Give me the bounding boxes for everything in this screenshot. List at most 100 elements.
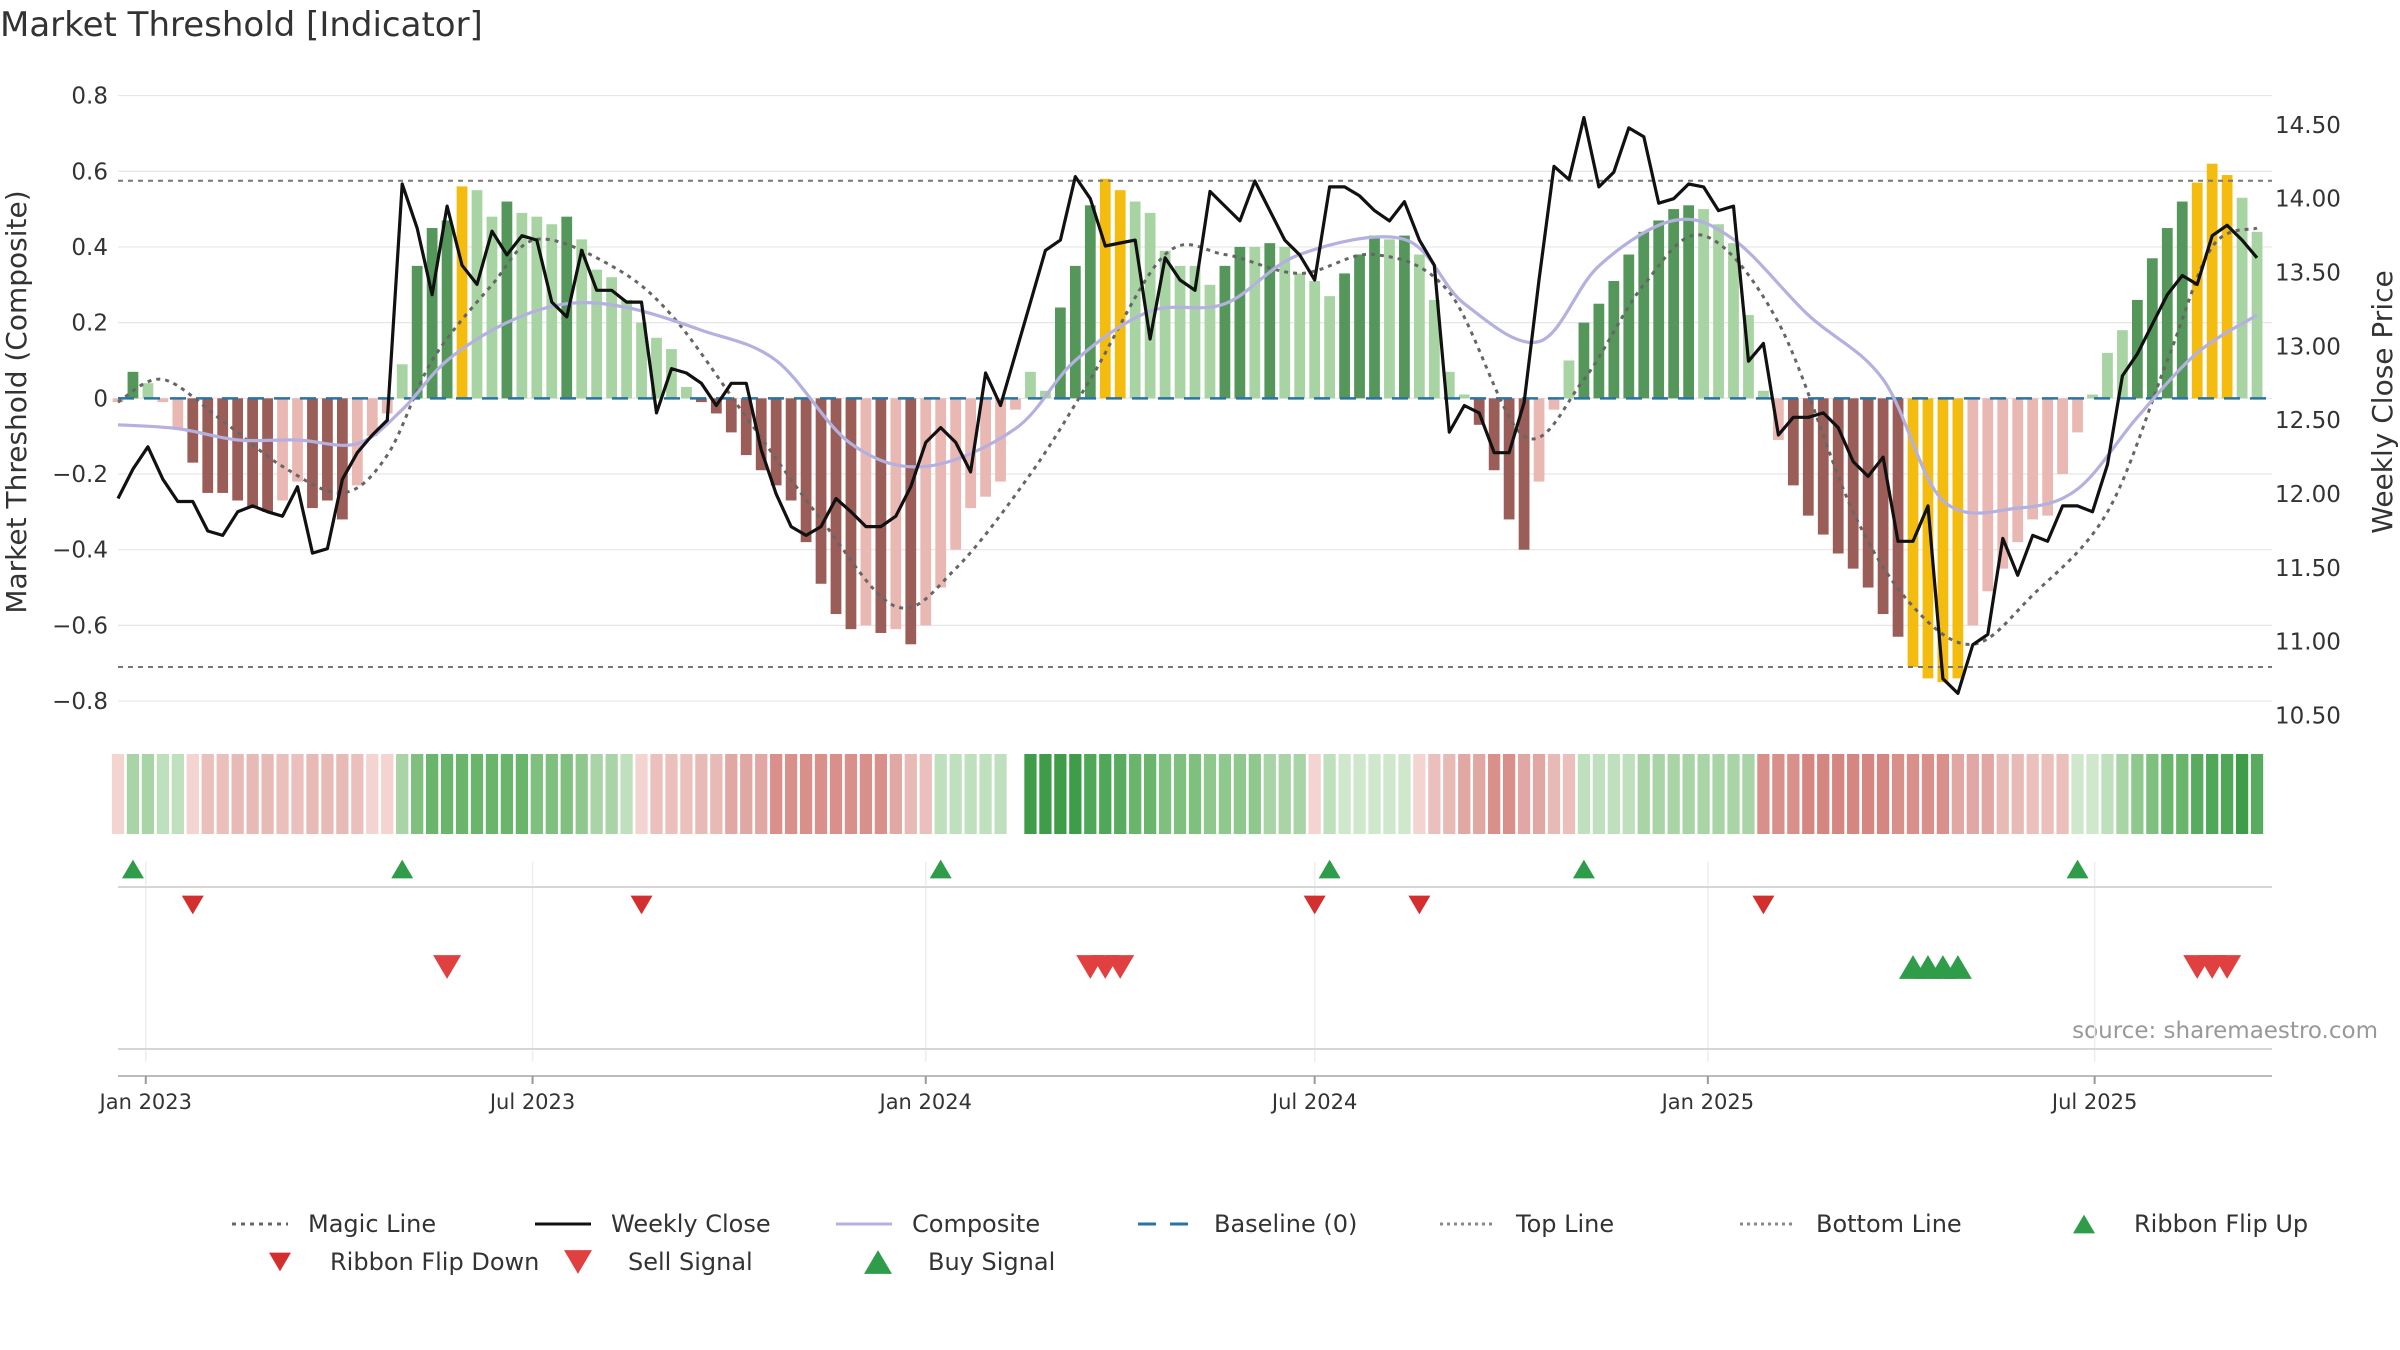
ribbon-cell — [2146, 754, 2159, 834]
ribbon-cell — [1861, 754, 1875, 834]
x-tick-label: Jan 2023 — [98, 1090, 193, 1114]
ribbon-cell — [1488, 754, 1501, 834]
composite-bar — [1548, 398, 1560, 410]
ribbon-cell — [276, 754, 289, 834]
composite-bar — [1219, 265, 1231, 399]
ribbon-cell — [979, 754, 992, 834]
ribbon-cell — [291, 754, 304, 834]
composite-bar — [1638, 231, 1650, 399]
composite-bar — [1608, 281, 1620, 399]
ribbon-cell — [1592, 754, 1606, 834]
composite-bar — [830, 398, 842, 615]
composite-bar — [576, 239, 588, 399]
ribbon-cell — [500, 754, 514, 834]
legend-label: Magic Line — [308, 1210, 436, 1238]
ribbon-cell — [1084, 754, 1097, 834]
composite-bar — [501, 201, 513, 399]
ribbon-cell — [904, 754, 917, 834]
ribbon-cell — [1787, 754, 1800, 834]
x-tick-label: Jul 2025 — [2050, 1090, 2137, 1114]
ribbon-cell — [2176, 754, 2189, 834]
ribbon-cell — [2220, 754, 2234, 834]
ribbon-cell — [2101, 754, 2114, 834]
ribbon-cell — [635, 754, 648, 834]
composite-bar — [307, 398, 318, 509]
ribbon-cell — [889, 754, 902, 834]
ribbon-cell — [1532, 754, 1546, 834]
ribbon-cell — [620, 754, 633, 834]
composite-bar — [232, 398, 244, 501]
right-tick-label: 13.50 — [2275, 261, 2341, 287]
ribbon-flip-down-marker — [1303, 895, 1326, 915]
composite-bar — [1159, 250, 1171, 399]
ribbon-cell — [1443, 754, 1456, 834]
ribbon-cell — [1293, 754, 1306, 834]
composite-bar — [800, 398, 812, 543]
composite-bar — [755, 398, 767, 471]
weekly-close-line — [116, 115, 2259, 696]
composite-bar — [1354, 254, 1365, 399]
left-axis-label: Market Threshold (Composite) — [0, 190, 33, 613]
ribbon-cell — [1667, 754, 1680, 834]
composite-bar — [2146, 258, 2158, 399]
composite-bar — [1488, 398, 1500, 471]
composite-bar — [815, 398, 827, 584]
composite-bar — [1802, 398, 1814, 516]
ribbon-cell — [575, 754, 588, 834]
ribbon-cell — [1323, 754, 1336, 834]
composite-bar — [1204, 284, 1216, 399]
composite-bar — [217, 398, 229, 493]
composite-bar — [1982, 398, 1994, 592]
ribbon-cell — [1742, 754, 1755, 834]
composite-bar — [366, 398, 378, 437]
composite-bar — [860, 398, 872, 626]
right-axis-label: Weekly Close Price — [2366, 270, 2399, 533]
ribbon-flip-up-marker — [2066, 859, 2089, 879]
ribbon-cell — [1876, 754, 1890, 834]
composite-bar — [1099, 178, 1111, 399]
ribbon-cell — [545, 754, 558, 834]
composite-bar — [202, 398, 214, 493]
ribbon-cell — [919, 754, 932, 834]
legend-label: Bottom Line — [1816, 1210, 1962, 1238]
ribbon-cell — [605, 754, 618, 834]
ribbon-cell — [1188, 754, 1202, 834]
ribbon-cell — [560, 754, 573, 834]
composite-bar — [1518, 398, 1530, 550]
ribbon-cell — [1308, 754, 1321, 834]
composite-bar — [322, 398, 333, 501]
ribbon-cell — [1547, 754, 1561, 834]
left-tick-label: −0.4 — [52, 538, 108, 564]
ribbon-cell — [1338, 754, 1351, 834]
ribbon-cell — [680, 754, 693, 834]
composite-bar — [1114, 190, 1126, 399]
ribbon-cell — [1517, 754, 1531, 834]
ribbon-cell — [1458, 754, 1471, 834]
composite-bar — [1054, 307, 1066, 399]
ribbon-cell — [1577, 754, 1591, 834]
composite-bar — [1952, 398, 1964, 679]
ribbon-cell — [2056, 754, 2069, 834]
ribbon-cell — [1607, 754, 1620, 834]
right-tick-label: 11.50 — [2275, 556, 2341, 582]
composite-bar — [1728, 243, 1739, 399]
composite-bar — [1817, 398, 1829, 535]
composite-bar — [1862, 398, 1874, 588]
composite-bar — [531, 216, 543, 399]
ribbon-cell — [111, 754, 125, 834]
composite-bar — [1847, 398, 1859, 569]
ribbon-cell — [1682, 754, 1695, 834]
ribbon-cell — [306, 754, 319, 834]
ribbon-cell — [201, 754, 214, 834]
composite-bar — [651, 337, 662, 399]
ribbon-cell — [859, 754, 873, 834]
ribbon-cell — [2026, 754, 2039, 834]
ribbon-cell — [695, 754, 708, 834]
legend-label: Sell Signal — [628, 1248, 753, 1276]
ribbon-cell — [829, 754, 843, 834]
composite-bar — [1279, 246, 1291, 399]
composite-bar — [142, 383, 154, 399]
composite-bar — [1413, 254, 1425, 399]
composite-bar — [621, 299, 632, 399]
